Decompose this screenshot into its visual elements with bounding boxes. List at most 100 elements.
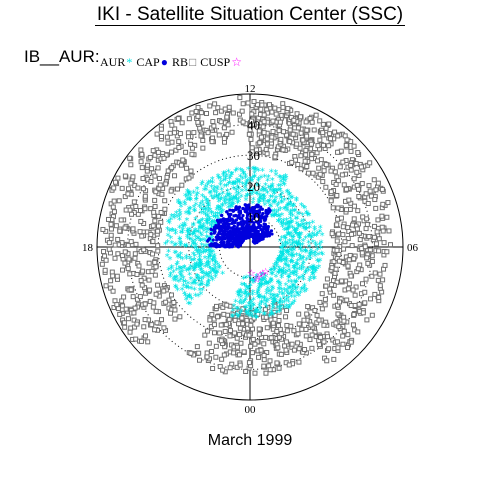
rb-point xyxy=(336,324,342,330)
rb-point xyxy=(137,229,143,235)
aur-point: * xyxy=(285,187,290,198)
aur-point: * xyxy=(220,202,225,213)
rb-point xyxy=(130,174,136,180)
cap-point xyxy=(267,231,271,235)
aur-point: * xyxy=(310,230,315,241)
aur-point: * xyxy=(192,279,197,290)
aur-point: * xyxy=(260,277,265,288)
aur-point: * xyxy=(277,255,282,266)
aur-point: * xyxy=(249,298,254,309)
aur-point: * xyxy=(282,181,287,192)
aur-point: * xyxy=(304,220,309,231)
aur-point: * xyxy=(205,220,210,231)
aur-point: * xyxy=(227,196,232,207)
aur-point: * xyxy=(285,202,290,213)
rb-point xyxy=(348,148,354,154)
aur-point: * xyxy=(291,270,296,281)
aur-point: * xyxy=(180,268,185,279)
aur-point: * xyxy=(226,200,231,211)
rb-point xyxy=(240,306,246,312)
rb-point xyxy=(376,248,382,254)
aur-point: * xyxy=(312,263,317,274)
aur-point: * xyxy=(179,265,184,276)
aur-point: * xyxy=(174,265,179,276)
rb-point xyxy=(309,345,315,351)
rb-point xyxy=(345,263,351,269)
rb-point xyxy=(258,347,264,353)
aur-point: * xyxy=(205,262,210,273)
rb-point xyxy=(134,321,140,327)
aur-point: * xyxy=(303,246,308,257)
aur-point: * xyxy=(284,205,289,216)
aur-point: * xyxy=(248,299,253,310)
aur-point: * xyxy=(193,292,198,303)
aur-point: * xyxy=(198,237,203,248)
aur-point: * xyxy=(165,231,170,242)
rb-point xyxy=(115,306,121,312)
aur-point: * xyxy=(261,198,266,209)
aur-point: * xyxy=(208,248,213,259)
rb-point xyxy=(366,234,372,240)
rb-point xyxy=(237,95,243,101)
aur-point: * xyxy=(297,209,302,220)
aur-point: * xyxy=(275,256,280,267)
rb-point xyxy=(291,328,297,334)
rb-point xyxy=(305,304,311,310)
rb-point xyxy=(164,174,170,180)
rb-point xyxy=(261,352,267,358)
aur-point: * xyxy=(227,179,232,190)
rb-point xyxy=(276,365,282,371)
aur-point: * xyxy=(257,308,262,319)
aur-point: * xyxy=(187,195,192,206)
aur-point: * xyxy=(200,224,205,235)
aur-point: * xyxy=(282,225,287,236)
rb-point xyxy=(111,209,117,215)
rb-point xyxy=(130,294,136,300)
rb-point xyxy=(110,288,116,294)
aur-point: * xyxy=(182,198,187,209)
rb-point xyxy=(280,104,286,110)
aur-point: * xyxy=(234,311,239,322)
aur-point: * xyxy=(234,192,239,203)
aur-point: * xyxy=(285,200,290,211)
rb-point xyxy=(111,185,117,191)
aur-point: * xyxy=(275,202,280,213)
cap-point xyxy=(247,219,251,223)
aur-point: * xyxy=(212,188,217,199)
aur-point: * xyxy=(251,278,256,289)
aur-point: * xyxy=(208,269,213,280)
rb-point xyxy=(152,259,158,265)
rb-point xyxy=(133,204,139,210)
aur-point: * xyxy=(276,212,281,223)
rb-point xyxy=(256,326,262,332)
rb-point xyxy=(299,326,305,332)
aur-point: * xyxy=(205,217,210,228)
rb-point xyxy=(195,104,201,110)
aur-point: * xyxy=(182,242,187,253)
aur-point: * xyxy=(235,305,240,316)
aur-point: * xyxy=(191,240,196,251)
rb-point xyxy=(211,330,217,336)
aur-point: * xyxy=(254,307,259,318)
cap-point xyxy=(253,205,257,209)
aur-point: * xyxy=(210,175,215,186)
aur-point: * xyxy=(272,295,277,306)
aur-point: * xyxy=(278,205,283,216)
rb-point xyxy=(273,111,279,117)
aur-point: * xyxy=(294,230,299,241)
rb-point xyxy=(366,183,372,189)
cap-point xyxy=(218,219,222,223)
aur-point: * xyxy=(187,291,192,302)
aur-point: * xyxy=(213,213,218,224)
aur-point: * xyxy=(224,196,229,207)
cap-point xyxy=(216,237,220,241)
aur-point: * xyxy=(261,196,266,207)
rb-point xyxy=(335,133,341,139)
aur-point: * xyxy=(187,210,192,221)
aur-point: * xyxy=(192,207,197,218)
aur-point: * xyxy=(297,233,302,244)
aur-point: * xyxy=(287,231,292,242)
aur-point: * xyxy=(246,307,251,318)
cap-point xyxy=(257,239,261,243)
aur-point: * xyxy=(272,297,277,308)
